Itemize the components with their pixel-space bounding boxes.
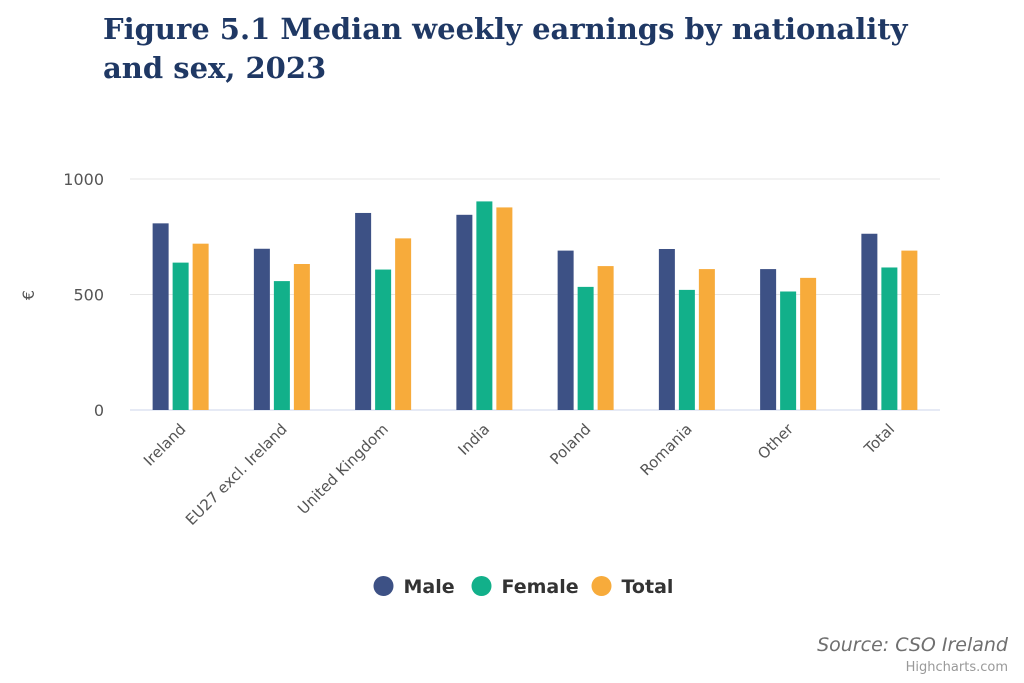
legend-item-female[interactable]: Female [471, 576, 579, 598]
legend-label: Female [502, 576, 579, 598]
bar-total-3[interactable] [496, 207, 513, 410]
bar-total-5[interactable] [698, 269, 715, 410]
bar-female-1[interactable] [273, 281, 290, 410]
chart-source: Source: CSO Ireland [817, 634, 1008, 656]
bar-male-1[interactable] [253, 248, 270, 410]
chart-credits[interactable]: Highcharts.com [905, 660, 1008, 675]
bar-female-7[interactable] [881, 267, 898, 410]
legend-marker-icon [591, 576, 612, 596]
legend-label: Total [622, 576, 674, 598]
x-tick-label: Romania [637, 420, 696, 479]
bar-female-0[interactable] [172, 262, 189, 410]
bar-male-0[interactable] [152, 223, 169, 410]
bar-male-7[interactable] [861, 233, 878, 410]
x-tick-label: Poland [546, 420, 594, 468]
legend-item-male[interactable]: Male [373, 576, 455, 598]
y-tick-label: 1000 [63, 170, 104, 189]
legend-label: Male [404, 576, 455, 598]
bar-total-0[interactable] [192, 243, 209, 410]
legend-item-total[interactable]: Total [591, 576, 674, 598]
x-tick-label: Ireland [140, 420, 189, 469]
bar-total-7[interactable] [901, 250, 918, 410]
y-tick-label: 500 [73, 286, 104, 305]
bar-total-6[interactable] [800, 277, 817, 410]
x-tick-label: Other [754, 420, 797, 463]
bar-male-5[interactable] [658, 248, 675, 410]
legend-marker-icon [373, 576, 394, 596]
y-axis-title: € [19, 290, 38, 300]
x-tick-label: United Kingdom [294, 420, 392, 518]
x-tick-label: EU27 excl. Ireland [182, 420, 291, 529]
bar-total-2[interactable] [395, 238, 412, 410]
bar-male-4[interactable] [557, 250, 574, 410]
x-tick-label: India [454, 420, 493, 459]
chart-title: Figure 5.1 Median weekly earnings by nat… [103, 12, 908, 85]
bar-total-1[interactable] [293, 264, 310, 410]
bar-female-4[interactable] [577, 286, 594, 410]
legend-marker-icon [471, 576, 492, 596]
bar-male-3[interactable] [456, 214, 473, 410]
bar-male-2[interactable] [355, 212, 372, 410]
bar-female-6[interactable] [780, 291, 797, 410]
bar-female-3[interactable] [476, 201, 493, 410]
y-tick-label: 0 [94, 401, 104, 420]
bar-female-5[interactable] [678, 289, 695, 410]
bar-female-2[interactable] [375, 269, 392, 410]
bar-total-4[interactable] [597, 266, 614, 410]
x-tick-label: Total [860, 420, 898, 458]
bar-male-6[interactable] [760, 269, 777, 410]
